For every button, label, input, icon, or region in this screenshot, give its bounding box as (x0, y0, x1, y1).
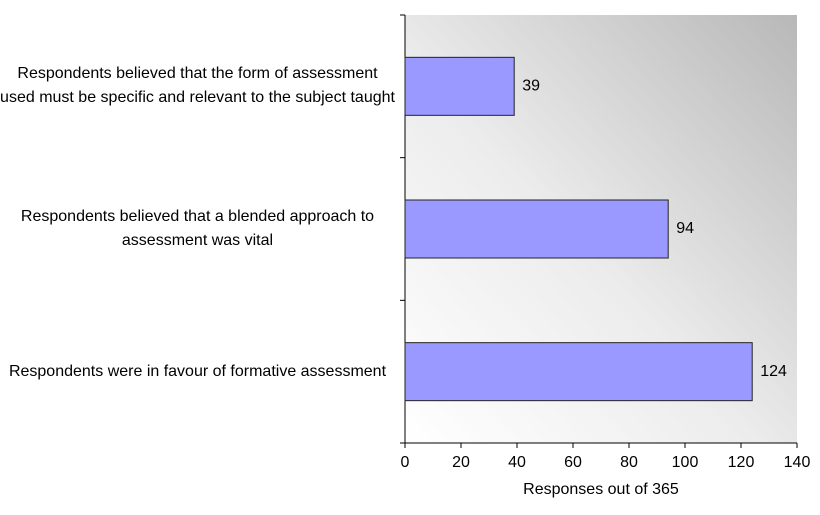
bar (404, 342, 753, 402)
x-tick-label: 60 (564, 454, 582, 471)
bar (404, 199, 669, 259)
x-tick-label: 100 (672, 454, 699, 471)
y-tick-label: Respondents believed that the form of as… (0, 65, 395, 107)
x-tick-label: 40 (508, 454, 526, 471)
value-label: 39 (522, 78, 540, 95)
x-tick-label: 120 (728, 454, 755, 471)
bar (404, 56, 515, 116)
x-tick-label: 80 (620, 454, 638, 471)
x-tick-label: 20 (452, 454, 470, 471)
value-label: 124 (760, 363, 787, 380)
value-label: 94 (676, 220, 694, 237)
x-tick-label: 140 (784, 454, 811, 471)
y-tick-label: Respondents believed that a blended appr… (20, 208, 375, 249)
y-tick-label: Respondents were in favour of formative … (8, 362, 387, 380)
x-tick-label: 0 (401, 454, 410, 471)
x-axis-title: Responses out of 365 (523, 481, 679, 498)
